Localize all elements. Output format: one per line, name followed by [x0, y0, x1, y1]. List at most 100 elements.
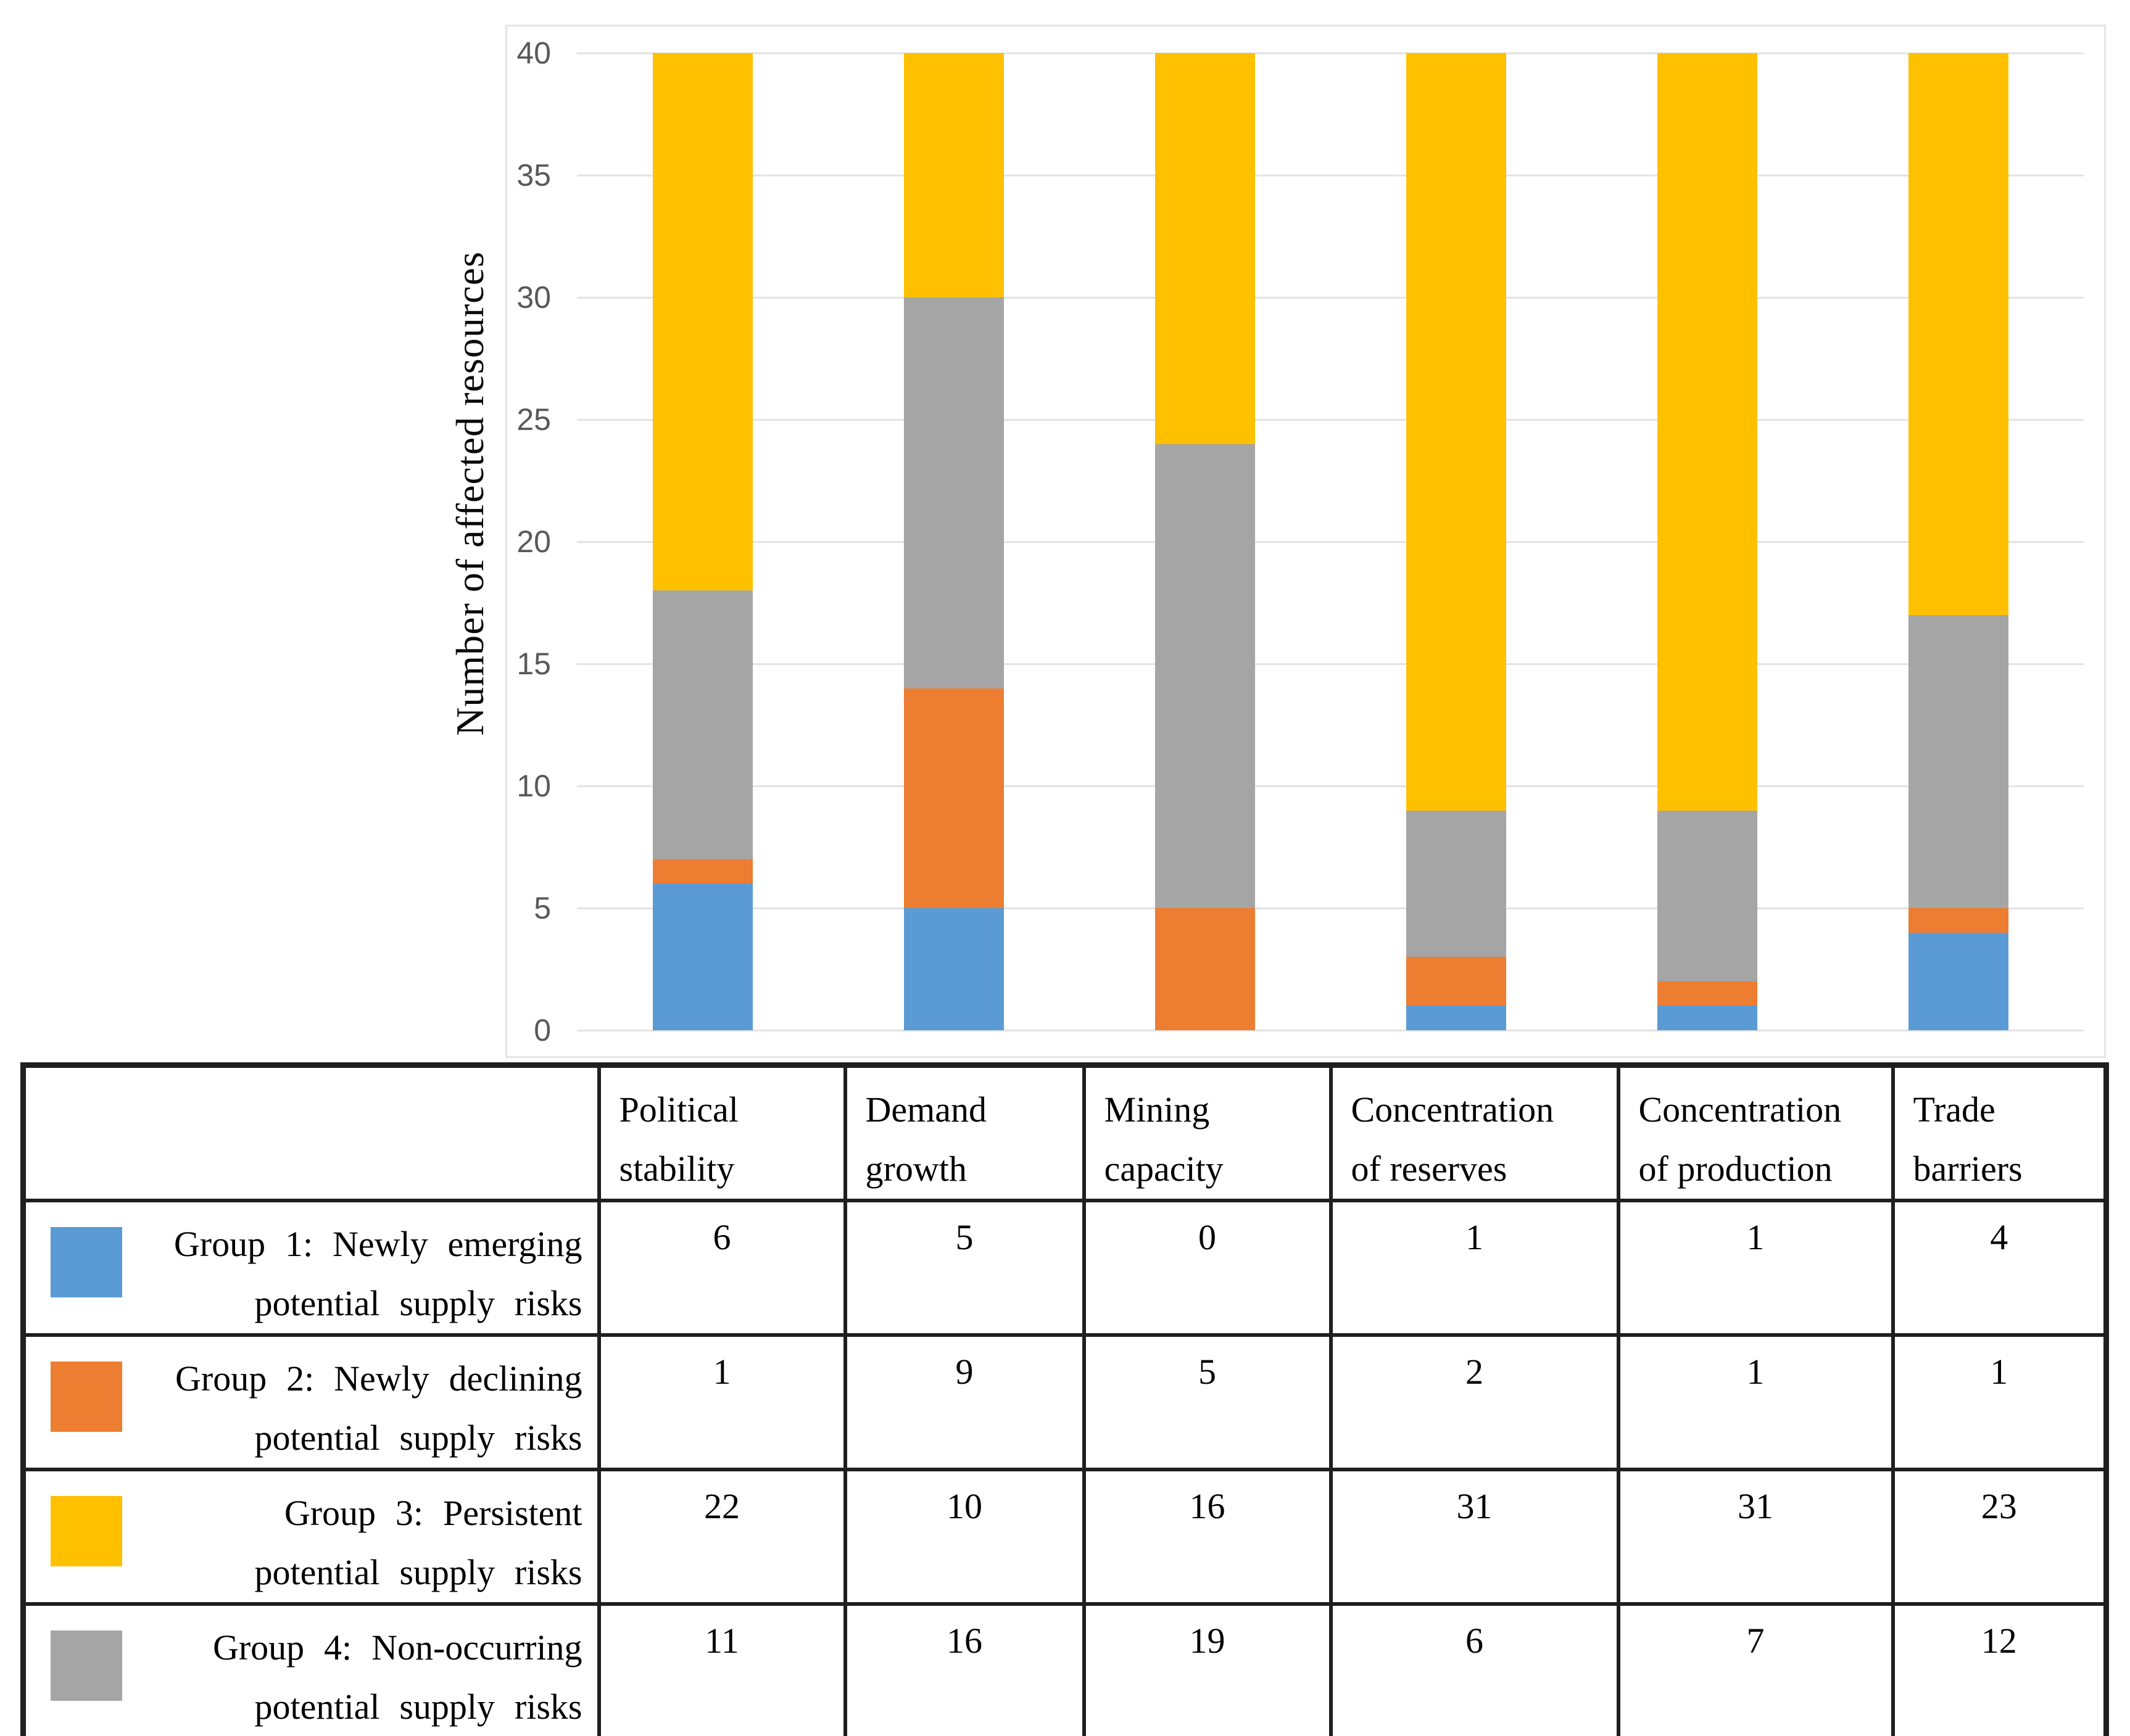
column-header-line1: Mining — [1104, 1089, 1210, 1130]
value-cell-g1-c1: 6 — [597, 1199, 847, 1337]
column-header-line1: Concentration — [1351, 1089, 1554, 1130]
value-cell-g4-c1: 11 — [597, 1602, 847, 1736]
bar-segment-series2-cat6 — [1908, 908, 2008, 933]
bar-segment-series2-cat5 — [1657, 981, 1757, 1006]
column-header-line1: Demand — [865, 1089, 987, 1130]
column-header-1: Political stability — [597, 1063, 847, 1202]
value-cell-g4-c3: 19 — [1082, 1602, 1333, 1736]
bar-segment-series2-cat3 — [1154, 908, 1255, 1030]
column-header-6: Trade barriers — [1891, 1063, 2108, 1202]
bar-segment-series4-cat6 — [1908, 614, 2008, 908]
value-cell-g3-c6: 23 — [1891, 1468, 2108, 1606]
y-axis-title: Number of affected resources — [448, 251, 492, 736]
column-header-4: Concentration of reserves — [1328, 1063, 1620, 1202]
value-cell-g2-c1: 1 — [597, 1333, 847, 1471]
legend-swatch-group2 — [51, 1362, 122, 1432]
column-header-line2: growth — [865, 1149, 967, 1189]
legend-label-line1: Group 1: Newly emerging — [173, 1224, 582, 1264]
value-cell-g4-c2: 16 — [843, 1602, 1086, 1736]
table-row-group3: Group 3: Persistent potential supply risk… — [21, 1468, 2108, 1606]
gridline-20 — [577, 540, 2084, 543]
value-cell-g3-c3: 16 — [1082, 1468, 1333, 1606]
legend-cell-group4: Group 4: Non-occurring potential supply r… — [21, 1602, 601, 1736]
legend-swatch-group1 — [51, 1227, 122, 1297]
gridline-30 — [577, 296, 2084, 299]
data-table: Political stability Demand growth Mining capa… — [20, 1062, 2109, 1736]
y-tick-label-35: 35 — [516, 158, 551, 192]
bar-segment-series2-cat1 — [652, 859, 753, 884]
value-cell-g1-c6: 4 — [1891, 1199, 2108, 1337]
legend-label-line1: Group 2: Newly declining — [175, 1358, 582, 1399]
table-row-group2: Group 2: Newly declining potential supply… — [21, 1333, 2108, 1471]
legend-label-line2: potential supply risks — [254, 1552, 582, 1592]
legend-label-line1: Group 4: Non-occurring — [212, 1627, 582, 1668]
column-header-line2: capacity — [1104, 1149, 1224, 1189]
bar-segment-series3-cat5 — [1657, 53, 1757, 811]
legend-label-line1: Group 3: Persistent — [284, 1493, 582, 1533]
y-tick-label-20: 20 — [516, 524, 551, 559]
value-cell-g1-c2: 5 — [843, 1199, 1086, 1337]
value-cell-g1-c3: 0 — [1082, 1199, 1333, 1337]
legend-label-line2: potential supply risks — [254, 1687, 582, 1727]
table-corner-cell — [21, 1063, 601, 1202]
table-header-row: Political stability Demand growth Mining capa… — [21, 1063, 2108, 1202]
column-header-line2: stability — [619, 1149, 735, 1189]
bar-segment-series1-cat6 — [1908, 932, 2008, 1030]
y-tick-label-40: 40 — [516, 36, 551, 70]
value-cell-g3-c5: 31 — [1616, 1468, 1895, 1606]
stacked-bar-chart: 0 5 10 15 20 25 30 35 40 Number of affected reso… — [448, 25, 2106, 1058]
column-header-line2: of reserves — [1351, 1149, 1507, 1189]
bar-segment-series1-cat2 — [903, 908, 1004, 1030]
y-tick-label-25: 25 — [516, 402, 551, 437]
column-header-5: Concentration of production — [1616, 1063, 1895, 1202]
gridline-35 — [577, 174, 2084, 176]
legend-label-line2: potential supply risks — [254, 1283, 582, 1323]
bar-segment-series3-cat1 — [652, 53, 753, 591]
value-cell-g2-c5: 1 — [1616, 1333, 1895, 1471]
y-tick-label-5: 5 — [534, 891, 551, 925]
value-cell-g4-c4: 6 — [1328, 1602, 1620, 1736]
legend-cell-group2: Group 2: Newly declining potential supply… — [21, 1333, 601, 1471]
legend-label-line2: potential supply risks — [254, 1418, 582, 1458]
value-cell-g1-c4: 1 — [1328, 1199, 1620, 1337]
column-header-line1: Trade — [1913, 1089, 1995, 1130]
bar-segment-series1-cat1 — [652, 883, 753, 1030]
value-cell-g2-c6: 1 — [1891, 1333, 2108, 1471]
bar-segment-series2-cat4 — [1406, 957, 1506, 1006]
value-cell-g2-c3: 5 — [1082, 1333, 1333, 1471]
table-row-group1: Group 1: Newly emerging potential supply … — [21, 1199, 2108, 1337]
bar-segment-series3-cat3 — [1154, 53, 1255, 444]
gridline-40 — [577, 52, 2084, 54]
y-tick-label-15: 15 — [516, 647, 551, 681]
value-cell-g2-c4: 2 — [1328, 1333, 1620, 1471]
legend-swatch-group3 — [51, 1496, 122, 1566]
column-header-2: Demand growth — [843, 1063, 1086, 1202]
column-header-3: Mining capacity — [1082, 1063, 1333, 1202]
value-cell-g4-c5: 7 — [1616, 1602, 1895, 1736]
column-header-line1: Political — [619, 1089, 739, 1130]
legend-cell-group1: Group 1: Newly emerging potential supply … — [21, 1199, 601, 1337]
gridline-25 — [577, 418, 2084, 421]
bar-segment-series1-cat5 — [1657, 1006, 1757, 1030]
column-header-line2: of production — [1638, 1149, 1833, 1189]
bar-segment-series2-cat2 — [903, 688, 1004, 908]
value-cell-g3-c1: 22 — [597, 1468, 847, 1606]
bar-segment-series4-cat1 — [652, 590, 753, 859]
value-cell-g2-c2: 9 — [843, 1333, 1086, 1471]
bar-segment-series3-cat2 — [903, 53, 1004, 297]
gridline-5 — [577, 907, 2084, 909]
y-tick-label-0: 0 — [534, 1013, 551, 1048]
y-tick-label-30: 30 — [516, 280, 551, 315]
gridline-15 — [577, 663, 2084, 665]
legend-cell-group3: Group 3: Persistent potential supply risk… — [21, 1468, 601, 1606]
gridline-10 — [577, 785, 2084, 787]
bar-segment-series4-cat5 — [1657, 810, 1757, 982]
bar-segment-series4-cat4 — [1406, 810, 1506, 957]
value-cell-g3-c2: 10 — [843, 1468, 1086, 1606]
gridline-0 — [577, 1029, 2084, 1031]
column-header-line2: barriers — [1913, 1149, 2023, 1189]
y-tick-label-10: 10 — [516, 769, 551, 803]
bar-segment-series3-cat6 — [1908, 53, 2008, 615]
value-cell-g3-c4: 31 — [1328, 1468, 1620, 1606]
